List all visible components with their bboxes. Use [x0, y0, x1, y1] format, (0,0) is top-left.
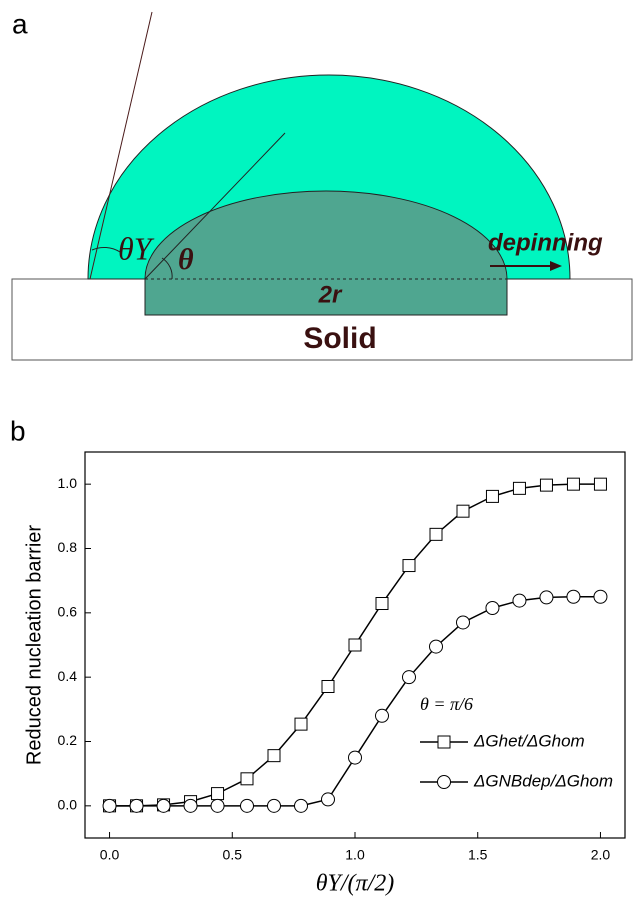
depinning-label: depinning [488, 229, 603, 256]
marker [402, 559, 416, 573]
x-tick-label: 0.5 [223, 847, 243, 863]
y-tick-label: 0.4 [58, 668, 78, 684]
marker [183, 798, 198, 813]
marker [321, 792, 335, 807]
marker [102, 798, 117, 813]
x-tick-label: 2.0 [591, 847, 611, 863]
y-tick-label: 0.8 [58, 539, 78, 555]
marker [402, 670, 416, 685]
x-tick-label: 1.0 [345, 847, 365, 863]
marker [485, 601, 500, 616]
marker [429, 527, 443, 541]
panel-label: a [12, 8, 28, 39]
theta-y-label: θY [118, 230, 155, 266]
arrow-head [550, 261, 562, 271]
marker [593, 589, 608, 604]
marker [566, 589, 581, 604]
marker [129, 798, 144, 813]
annotation: θ = π/6 [420, 694, 473, 714]
legend-label: ΔGhet/ΔGhom [473, 731, 585, 750]
marker [437, 735, 451, 749]
y-tick-label: 0.6 [58, 604, 78, 620]
y-tick-label: 0.2 [58, 732, 78, 748]
solid-label: Solid [303, 322, 376, 355]
marker [566, 477, 580, 491]
y-axis-label: Reduced nucleation barrier [23, 525, 45, 765]
marker [321, 679, 335, 693]
marker [375, 597, 389, 611]
inner-droplet [144, 190, 508, 316]
legend-label: ΔGNBdep/ΔGhom [473, 771, 613, 790]
x-tick-label: 1.5 [468, 847, 488, 863]
marker [210, 798, 225, 813]
angle-arc [161, 257, 173, 280]
marker [211, 787, 225, 801]
marker [348, 750, 362, 765]
theta-label: θ [178, 243, 194, 276]
marker [240, 772, 254, 786]
marker [485, 489, 499, 503]
marker [456, 504, 470, 518]
y-tick-label: 1.0 [58, 475, 78, 491]
marker [294, 798, 308, 813]
marker [267, 798, 281, 813]
marker [240, 798, 254, 813]
marker [267, 749, 281, 763]
marker [156, 798, 171, 813]
angle-arc [91, 246, 121, 253]
marker [512, 481, 526, 495]
marker [539, 590, 554, 605]
marker [512, 593, 527, 608]
marker [294, 717, 308, 731]
x-axis-label: θY/(π/2) [316, 871, 394, 897]
y-tick-label: 0.0 [58, 797, 78, 813]
marker [429, 639, 443, 654]
tangent-line [89, 11, 153, 280]
marker [539, 478, 553, 492]
marker [437, 775, 451, 789]
tangent-line [144, 132, 286, 280]
width-label: 2r [318, 281, 343, 308]
marker [348, 638, 362, 652]
panel-label: b [10, 415, 26, 446]
x-tick-label: 0.0 [100, 847, 120, 863]
marker [375, 708, 389, 723]
marker [456, 615, 470, 630]
marker [593, 477, 607, 491]
